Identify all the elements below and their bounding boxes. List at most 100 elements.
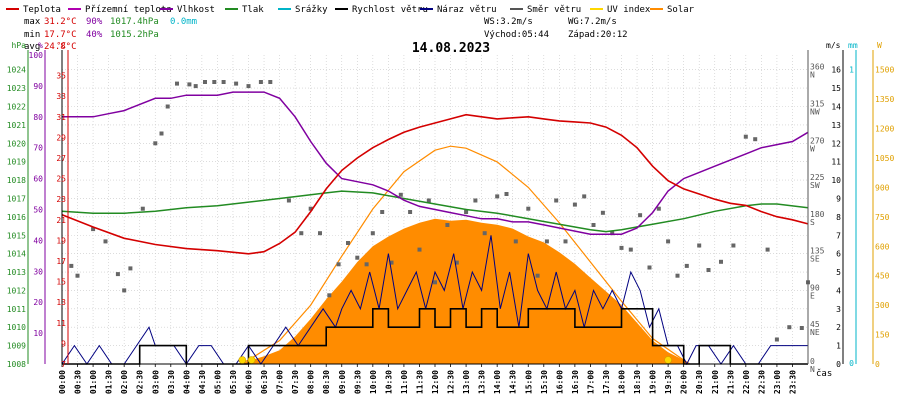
axis-x-tick: 02:30 [136, 370, 145, 394]
axis-x-tick: 12:30 [447, 370, 456, 394]
legend-label: Teplota [23, 5, 61, 15]
axis-x-tick: 21:00 [711, 370, 720, 394]
axis-x-tick: 15:30 [540, 370, 549, 394]
axis-pct-tick: 60 [33, 175, 43, 184]
axis-w-tick: 600 [875, 242, 890, 251]
legend-label: Přízemní teplota [85, 5, 172, 15]
wind-dir-point [308, 206, 313, 211]
wind-dir-point [504, 192, 509, 196]
max-label: max [24, 17, 41, 27]
wind-dir-point [697, 243, 702, 248]
axis-pct-tick: 70 [33, 144, 43, 153]
axes: 1008100910101011101210131014101510161017… [7, 41, 895, 394]
wind-dir-point [684, 263, 689, 268]
wind-dir-point [153, 141, 158, 146]
axis-hpa-tick: 1018 [7, 176, 26, 185]
axis-dir-tick: 90 [810, 283, 820, 292]
axis-x-tick: 00:00 [58, 370, 67, 394]
max-temp: 31.2°C [44, 17, 77, 27]
axis-temp-tick: 11 [56, 319, 66, 328]
axis-w-tick: 1500 [875, 66, 894, 75]
wind-dir-point [364, 262, 369, 267]
wind-dir-point [140, 206, 145, 211]
axis-dir-tick: 135 [810, 247, 825, 256]
wind-dir-point [122, 288, 127, 293]
axis-pct-tick: 40 [33, 236, 43, 245]
plot-area [61, 80, 810, 366]
wind-dir-point [246, 84, 251, 89]
axis-temp-tick: 19 [56, 236, 66, 245]
wind-dir-point [103, 239, 108, 244]
axis-x-tick: 20:30 [695, 370, 704, 394]
axis-hpa-tick: 1016 [7, 213, 26, 222]
wind-dir-point [128, 266, 133, 271]
axis-ms-tick: 13 [831, 121, 841, 130]
axis-pct-tick: 30 [33, 267, 43, 276]
axis-x-tick: 16:30 [571, 370, 580, 394]
axis-x-tick: 09:00 [338, 370, 347, 394]
pressure-line [61, 190, 809, 233]
axis-temp-tick: 31 [56, 113, 66, 122]
wind-dir-point [666, 239, 671, 244]
axis-x-tick: 19:00 [649, 370, 658, 394]
axis-x-tick: 13:00 [462, 370, 471, 394]
wind-dir-point [355, 255, 360, 260]
solar-clear-line [238, 145, 691, 365]
axis-ms-tick: 9 [836, 194, 841, 203]
axis-hpa-tick: 1022 [7, 103, 26, 112]
axis-x-tick: 13:30 [478, 370, 487, 394]
axis-ms-tick: 8 [836, 213, 841, 222]
sunset-stat: Západ:20:12 [568, 30, 628, 40]
axis-pct-tick: 80 [33, 113, 43, 122]
wind-dir-point [454, 260, 459, 265]
axis-w-tick: 1050 [875, 154, 894, 163]
wind-dir-point [221, 80, 226, 84]
axis-x-tick: 07:00 [276, 370, 285, 394]
axis-dir-name: SE [810, 255, 820, 264]
axis-x-tick: 06:00 [245, 370, 254, 394]
wind-dir-point [526, 206, 531, 211]
axis-x-tick: 01:00 [89, 370, 98, 394]
axis-mm-tick: 1 [849, 66, 854, 75]
axis-x-tick: 11:30 [415, 370, 424, 394]
axis-ms-tick: 5 [836, 268, 841, 277]
wind-dir-point [675, 273, 680, 278]
wind-dir-point [787, 325, 792, 330]
axis-x-tick: 03:00 [151, 370, 160, 394]
avg-label: avg [24, 42, 40, 52]
min-press: 1015.2hPa [110, 30, 159, 40]
axis-x-tick: 22:30 [757, 370, 766, 394]
legend: Teplota Přízemní teplota Vlhkost Tlak Srážky… [6, 5, 695, 15]
wind-dir-point [464, 210, 469, 214]
axis-dir-tick: 0 [810, 357, 815, 366]
axis-x-tick: 02:00 [120, 370, 129, 394]
axis-pct-tick: 50 [33, 206, 43, 215]
wind-dir-point [765, 247, 770, 252]
min-temp: 17.7°C [44, 30, 77, 40]
wind-dir-point [234, 81, 239, 86]
legend-label: Směr větru [527, 5, 581, 15]
axis-x-unit: čas [816, 368, 832, 379]
legend-label: Tlak [242, 5, 264, 15]
wind-dir-point [647, 265, 652, 270]
axis-dir-name: NW [810, 108, 820, 117]
axis-x-tick: 17:00 [586, 370, 595, 394]
axis-temp-tick: 9 [61, 339, 66, 348]
min-label: min [24, 30, 40, 40]
axis-hpa-tick: 1017 [7, 194, 26, 203]
axis-x-tick: 08:00 [307, 370, 316, 394]
avg-temp: 24.8°C [44, 42, 77, 52]
wind-dir-point [91, 227, 96, 232]
axis-x-tick: 06:30 [260, 370, 269, 394]
axis-hpa-tick: 1010 [7, 323, 26, 332]
axis-w-tick: 750 [875, 213, 890, 222]
wind-dir-point [380, 210, 385, 214]
max-press: 1017.4hPa [110, 17, 159, 27]
axis-x-tick: 18:30 [633, 370, 642, 394]
wind-dir-point [535, 273, 540, 278]
uv-point [247, 356, 256, 364]
axis-dir-name: E [810, 291, 815, 300]
axis-dir-tick: 225 [810, 173, 825, 182]
axis-temp-tick: 35 [56, 72, 66, 81]
